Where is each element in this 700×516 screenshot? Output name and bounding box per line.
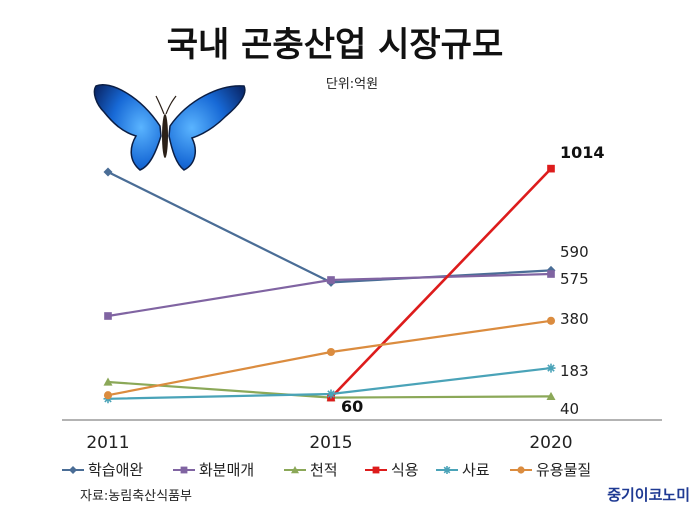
series-line-0 [107, 171, 552, 284]
series-5-point [326, 347, 336, 357]
data-label: 380 [560, 310, 589, 328]
x-tick-label: 2020 [529, 433, 572, 453]
series-4-point [326, 389, 336, 399]
legend: 학습애완 화분매개 천적 식용 사료 유용물질 [62, 461, 591, 479]
series-2-point [103, 377, 113, 386]
data-label: 40 [560, 400, 579, 418]
data-label: 183 [560, 362, 589, 380]
brand-logo: 중기이코노미 [607, 486, 690, 504]
legend-label: 식용 [391, 461, 419, 479]
series-5-point [103, 391, 113, 400]
series-markers [103, 164, 556, 404]
x-tick-label: 2015 [309, 433, 352, 453]
series-1-point [547, 270, 555, 278]
data-label: 1014 [560, 143, 605, 162]
series-1-point [104, 312, 112, 320]
series-line-3 [330, 167, 552, 399]
chart-title: 국내 곤충산업 시장규모 [167, 25, 503, 65]
data-label: 590 [560, 243, 589, 261]
source-note: 자료:농림축산식품부 [80, 489, 192, 504]
series-line-5 [107, 319, 552, 397]
legend-marker [69, 466, 77, 474]
data-label: 575 [560, 270, 589, 288]
x-tick-label: 2011 [86, 433, 129, 453]
legend-label: 사료 [462, 461, 490, 479]
legend-label: 천적 [310, 461, 338, 479]
legend-label: 유용물질 [536, 461, 591, 479]
legend-marker [443, 466, 451, 474]
butterfly-icon [93, 84, 246, 171]
data-labels: 1014 590 575 380 183 40 60 [341, 143, 605, 418]
series-2-point [546, 391, 556, 400]
x-axis-ticks: 2011 2015 2020 [86, 433, 572, 453]
legend-marker [517, 466, 525, 474]
series-3-point [547, 164, 555, 173]
legend-marker [291, 466, 299, 474]
data-label: 60 [341, 397, 363, 416]
series-0-point [103, 167, 113, 177]
series-1-point [327, 276, 335, 284]
series-4-point [546, 363, 556, 373]
legend-marker [180, 466, 188, 474]
chart-subtitle: 단위:억원 [326, 77, 378, 92]
legend-label: 화분매개 [199, 461, 254, 479]
legend-marker [372, 466, 380, 474]
series-5-point [546, 316, 556, 325]
legend-label: 학습애완 [88, 461, 143, 479]
